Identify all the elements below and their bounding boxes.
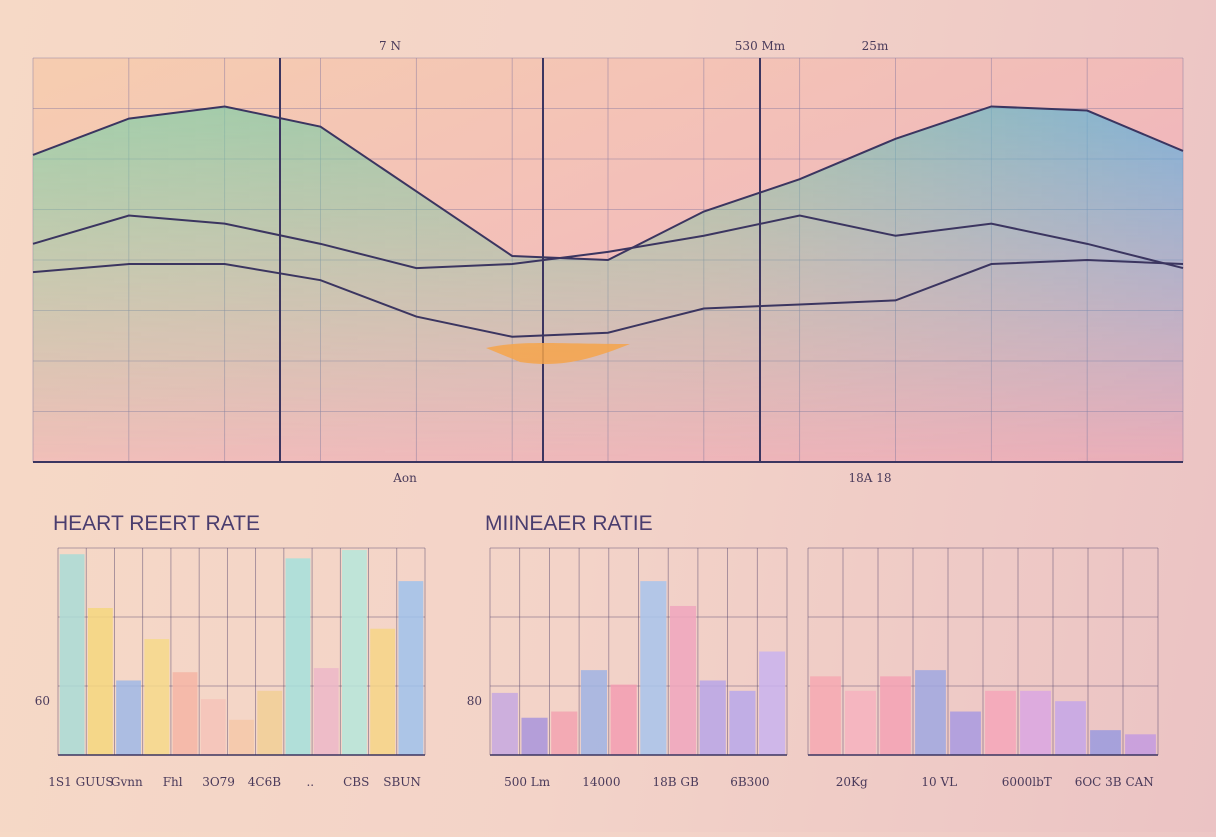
- footer-label: ..: [306, 775, 314, 789]
- bar: [880, 676, 911, 755]
- bar: [1055, 701, 1086, 755]
- bar: [810, 676, 841, 755]
- bar: [610, 684, 637, 755]
- footer-label: 20Kg: [836, 775, 868, 789]
- footer-label: 14000: [582, 775, 620, 789]
- bar: [580, 670, 608, 755]
- footer-label: 10 VL: [921, 775, 957, 789]
- footer-label: 6OC 3B CAN: [1075, 775, 1154, 789]
- bar: [759, 651, 786, 755]
- side-label: 60: [35, 694, 50, 708]
- footer-label: 500 Lm: [504, 775, 551, 789]
- footer-label: 1S1 GUUS: [48, 775, 113, 789]
- bar: [491, 692, 518, 755]
- footer-label: SBUN: [383, 775, 421, 789]
- bar: [200, 699, 226, 755]
- bar: [985, 690, 1016, 755]
- bar: [229, 719, 254, 755]
- bar: [551, 711, 578, 755]
- area: [33, 106, 1183, 462]
- bar: [285, 558, 311, 755]
- bar: [116, 680, 141, 755]
- bar: [59, 554, 85, 755]
- line: [32, 258, 1184, 338]
- bar: [257, 690, 283, 755]
- line: [32, 214, 1184, 270]
- annotation: 7 N: [379, 39, 401, 53]
- annotation: 530 Mm: [735, 39, 786, 53]
- bar: [1020, 690, 1051, 755]
- bar: [172, 672, 198, 755]
- footer-label: 6B300: [730, 775, 769, 789]
- bar: [87, 608, 113, 755]
- footer-label: Gvnn: [111, 775, 143, 789]
- bar: [640, 581, 667, 755]
- bar: [521, 717, 548, 755]
- bar: [398, 581, 424, 755]
- bar: [1090, 730, 1121, 755]
- decoration: [486, 343, 630, 364]
- bar: [669, 605, 697, 755]
- annotation: Aon: [392, 471, 417, 485]
- bar: [1125, 734, 1156, 755]
- annotation: 25m: [862, 39, 889, 53]
- bar: [729, 690, 756, 755]
- chart-title: HEART REERT RATE: [53, 512, 260, 535]
- bar: [342, 550, 367, 755]
- side-label: 80: [467, 694, 482, 708]
- layer: 7 N 530 Mm 25m Aon 18A 18 HEART REERT RATE 60 1…: [32, 39, 1184, 789]
- bar: [699, 680, 726, 755]
- chart-title: MIINEAER RATIE: [485, 512, 653, 535]
- annotation: 18A 18: [848, 471, 891, 485]
- area-edge: [32, 105, 1184, 262]
- footer-label: 6000lbT: [1002, 775, 1052, 789]
- bar: [950, 711, 981, 755]
- bar: [144, 639, 170, 755]
- footer-label: CBS: [343, 775, 369, 789]
- footer-label: Fhl: [163, 775, 183, 789]
- bar: [915, 670, 946, 755]
- footer-label: 3O79: [202, 775, 235, 789]
- bar: [313, 668, 339, 755]
- bar: [845, 690, 876, 755]
- bar: [370, 628, 396, 755]
- footer-label: 18B GB: [652, 775, 698, 789]
- footer-label: 4C6B: [248, 775, 281, 789]
